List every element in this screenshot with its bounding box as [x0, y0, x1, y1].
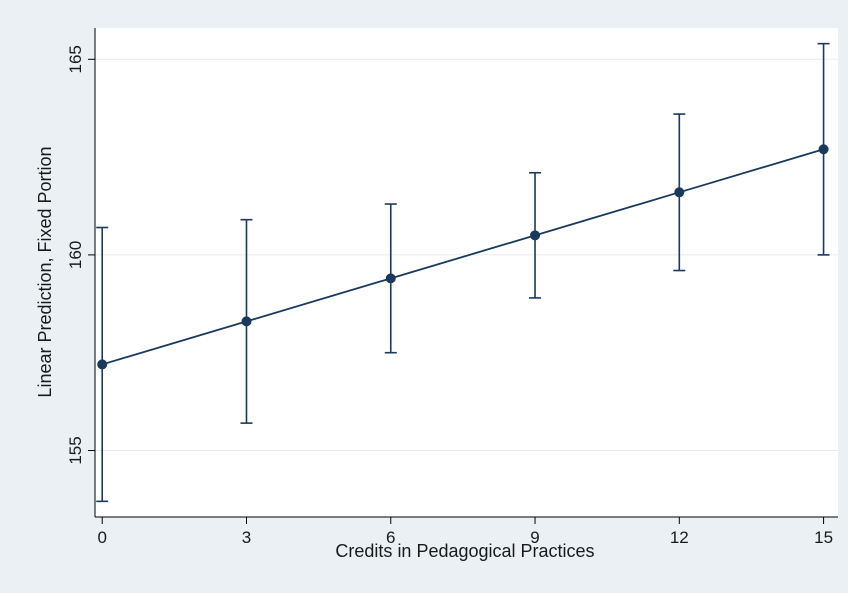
data-point-2: [385, 273, 396, 284]
tick-labels: 0 3 6 9 12 15 155 160 165: [66, 45, 833, 547]
y-tick-label-1: 160: [66, 241, 85, 269]
data-point-4: [674, 187, 685, 198]
prediction-markers: [97, 144, 829, 370]
data-point-3: [530, 230, 541, 241]
x-tick-label-0: 0: [97, 528, 106, 547]
y-tick-label-0: 155: [66, 436, 85, 464]
prediction-line-layer: [101, 148, 824, 366]
prediction-line: [101, 148, 824, 366]
x-tick-label-5: 15: [814, 528, 833, 547]
data-point-1: [241, 316, 252, 327]
x-tick-label-1: 3: [242, 528, 251, 547]
axes: [88, 28, 838, 524]
x-axis-title: Credits in Pedagogical Practices: [335, 541, 594, 561]
x-tick-label-3: 9: [530, 528, 539, 547]
plot-area: [95, 28, 838, 517]
data-point-5: [818, 144, 829, 155]
data-point-0: [97, 359, 108, 370]
y-axis-title: Linear Prediction, Fixed Portion: [35, 146, 55, 397]
x-tick-label-4: 12: [670, 528, 689, 547]
y-tick-label-2: 165: [66, 45, 85, 73]
x-tick-label-2: 6: [386, 528, 395, 547]
